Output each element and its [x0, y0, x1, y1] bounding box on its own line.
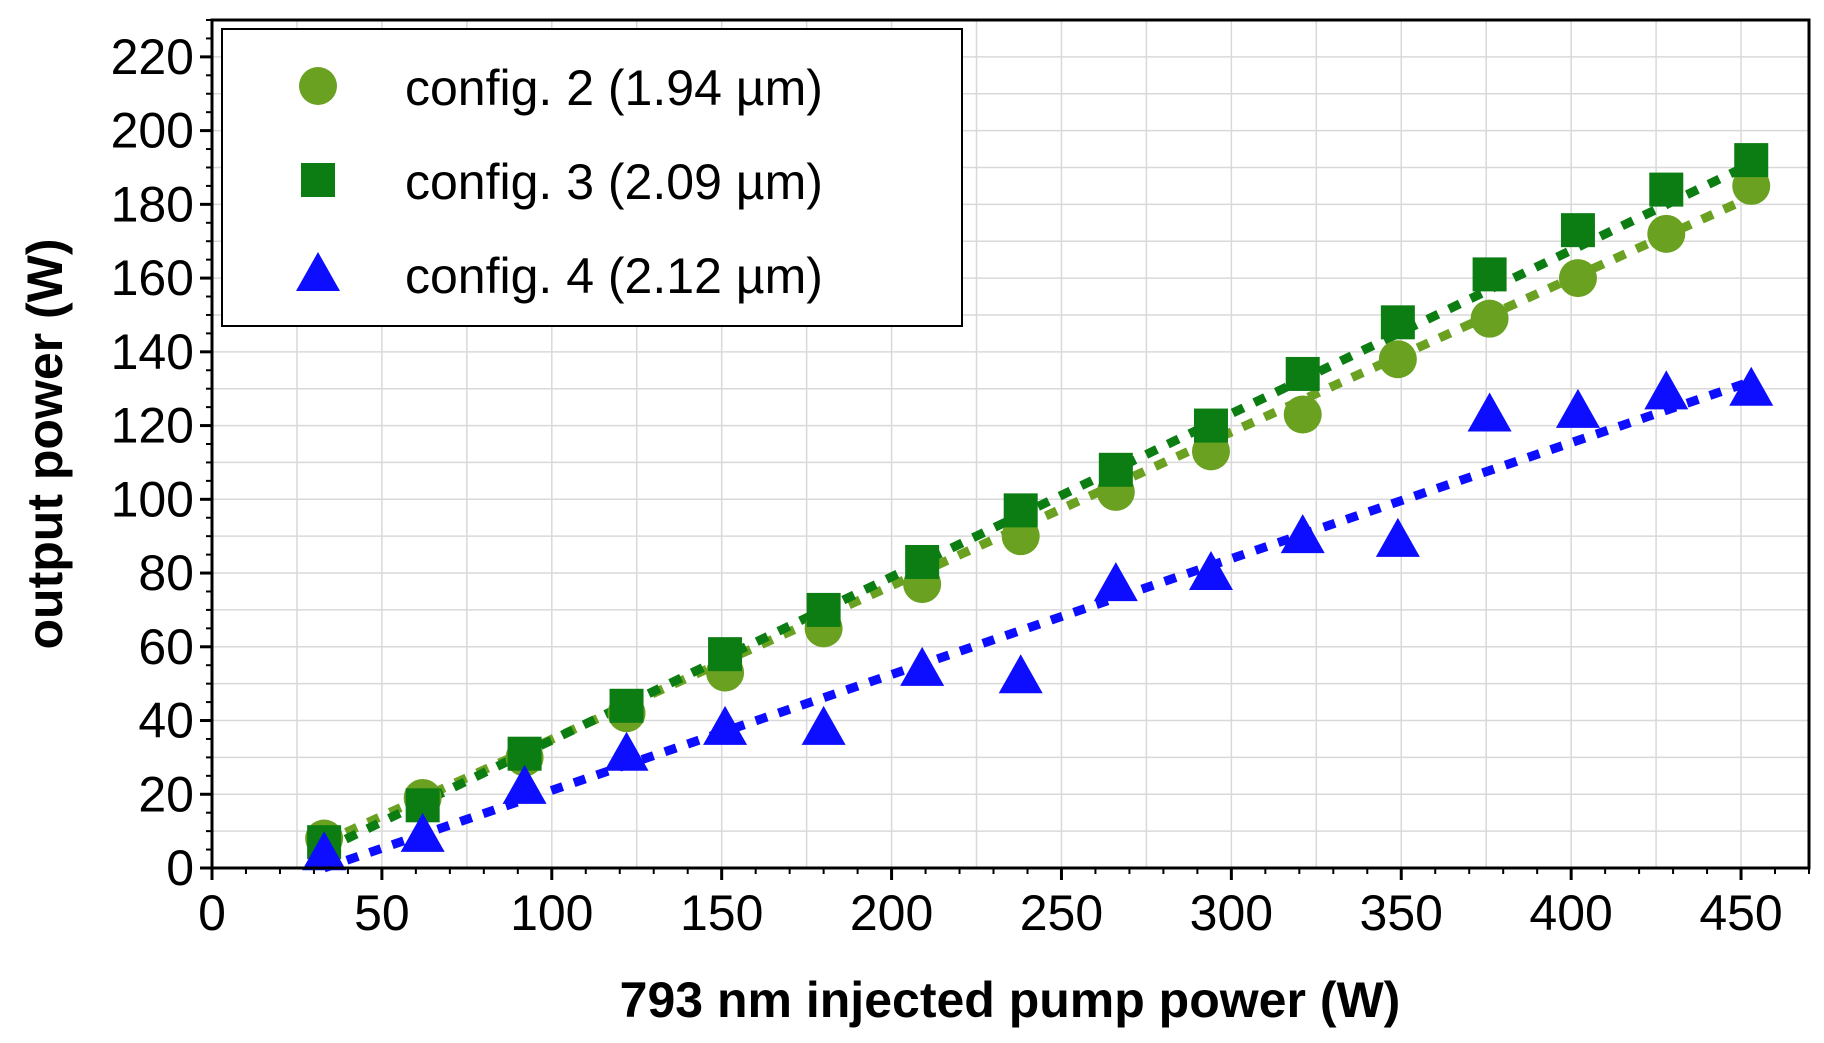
data-point-series-2: [1729, 366, 1774, 406]
data-markers: [302, 143, 1774, 871]
legend-label-config-3: config. 3 (2.09 µm): [405, 154, 823, 210]
data-point-series-1: [905, 544, 940, 579]
data-point-series-1: [1649, 172, 1684, 207]
data-point-series-1: [1380, 305, 1415, 340]
data-point-series-2: [1280, 514, 1325, 554]
y-tick-label: 160: [111, 250, 194, 306]
legend: config. 2 (1.94 µm) config. 3 (2.09 µm) …: [221, 28, 963, 327]
axis-ticks: [200, 19, 1810, 880]
y-tick-label: 60: [138, 619, 194, 675]
x-tick-label: 200: [850, 885, 933, 941]
legend-marker-series-0: [299, 67, 337, 105]
data-point-series-0: [1470, 299, 1509, 338]
data-point-series-0: [1647, 214, 1686, 253]
data-point-series-1: [1098, 452, 1133, 487]
data-point-series-2: [502, 764, 547, 804]
y-tick-label: 200: [111, 103, 194, 159]
data-point-series-2: [1093, 562, 1138, 602]
data-point-series-2: [998, 654, 1043, 694]
data-point-series-1: [1560, 213, 1595, 248]
x-tick-label: 150: [680, 885, 763, 941]
data-point-series-2: [900, 646, 945, 686]
fit-line-series-0: [322, 192, 1754, 847]
legend-markers: [296, 67, 340, 291]
y-axis-title: output power (W): [17, 239, 73, 650]
data-point-series-2: [1467, 392, 1512, 432]
data-point-series-2: [400, 812, 445, 852]
x-tick-label: 50: [354, 885, 410, 941]
y-tick-labels: 0 20 40 60 80 100 120 140 160 180 200 220: [111, 29, 194, 896]
x-tick-label: 250: [1020, 885, 1103, 941]
x-tick-label: 100: [510, 885, 593, 941]
data-point-series-1: [806, 592, 841, 627]
legend-label-config-2: config. 2 (1.94 µm): [405, 60, 823, 116]
data-point-series-1: [1003, 493, 1038, 528]
data-point-series-1: [1734, 143, 1769, 178]
y-tick-label: 20: [138, 766, 194, 822]
data-point-series-0: [1558, 259, 1597, 298]
legend-marker-series-2: [296, 252, 340, 291]
data-point-series-2: [1188, 551, 1233, 591]
legend-box: [221, 28, 963, 327]
data-point-series-2: [703, 705, 748, 745]
x-tick-label: 300: [1190, 885, 1273, 941]
x-tick-labels: 0 50 100 150 200 250 300 350 400 450: [198, 885, 1783, 941]
y-tick-label: 180: [111, 176, 194, 232]
x-tick-label: 350: [1360, 885, 1443, 941]
legend-marker-series-1: [301, 163, 335, 197]
data-point-series-1: [1193, 408, 1228, 443]
data-point-series-1: [1285, 356, 1320, 391]
y-tick-label: 220: [111, 29, 194, 85]
data-point-series-1: [708, 637, 743, 672]
data-point-series-0: [1283, 395, 1322, 434]
x-axis-title: 793 nm injected pump power (W): [620, 972, 1401, 1028]
data-point-series-1: [609, 688, 644, 723]
data-point-series-0: [1378, 340, 1417, 379]
fit-line-series-2: [322, 377, 1753, 873]
legend-label-config-4: config. 4 (2.12 µm): [405, 248, 823, 304]
data-point-series-2: [1555, 388, 1600, 428]
data-point-series-2: [604, 731, 649, 771]
data-point-series-2: [302, 831, 347, 871]
fit-lines: [322, 159, 1754, 873]
y-tick-label: 40: [138, 693, 194, 749]
y-tick-label: 140: [111, 324, 194, 380]
data-point-series-2: [801, 705, 846, 745]
x-tick-label: 0: [198, 885, 226, 941]
y-tick-label: 100: [111, 471, 194, 527]
x-tick-label: 400: [1529, 885, 1612, 941]
x-tick-label: 450: [1699, 885, 1782, 941]
data-point-series-2: [1644, 370, 1689, 410]
data-point-series-1: [1472, 257, 1507, 292]
y-tick-label: 120: [111, 398, 194, 454]
y-tick-label: 0: [166, 840, 194, 896]
y-tick-label: 80: [138, 545, 194, 601]
data-point-series-2: [1375, 517, 1420, 557]
